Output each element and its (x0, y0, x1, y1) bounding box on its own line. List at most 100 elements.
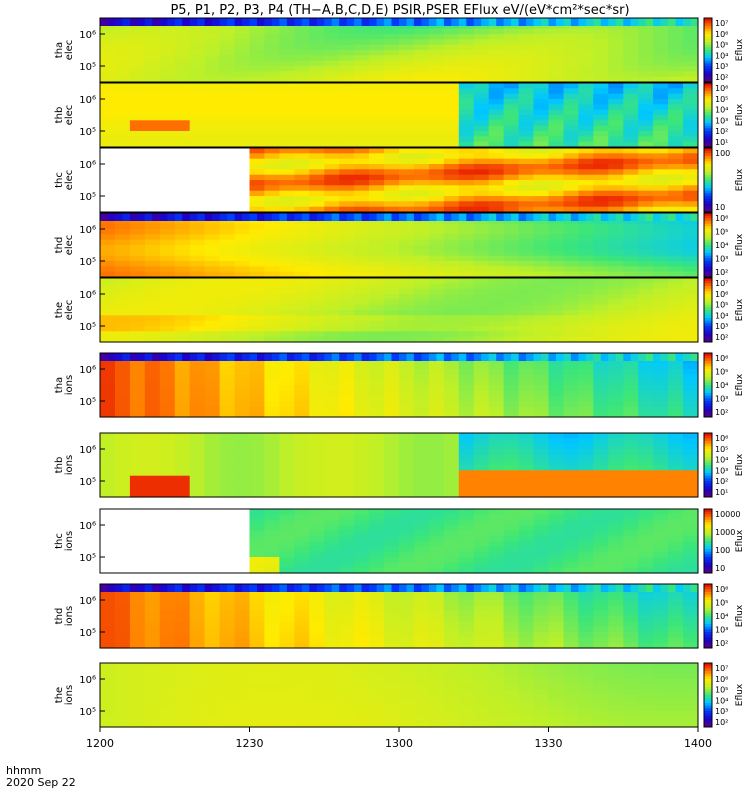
heatmap-cell (204, 278, 221, 284)
heatmap-cell (219, 169, 236, 176)
heatmap-cell (219, 88, 236, 95)
heatmap-cell (144, 310, 161, 316)
heatmap-cell (503, 632, 520, 638)
heatmap-cell (578, 294, 594, 300)
heatmap-cell (189, 486, 206, 493)
heatmap-cell (249, 76, 265, 83)
heatmap-cell (608, 288, 624, 295)
heatmap-cell (413, 201, 430, 208)
heatmap-cell (279, 600, 295, 606)
heatmap-cell (294, 201, 310, 208)
heatmap-cell (189, 239, 206, 246)
heatmap-cell (413, 491, 430, 498)
heatmap-cell (309, 234, 325, 241)
heatmap-cell (413, 589, 430, 596)
heatmap-cell (668, 76, 684, 83)
heatmap-cell (518, 600, 535, 606)
heatmap-cell (100, 390, 116, 397)
heatmap-cell (354, 589, 370, 596)
heatmap-cell (324, 66, 340, 72)
heatmap-cell (189, 475, 206, 482)
heatmap-cell (219, 326, 236, 332)
heatmap-cell (399, 250, 415, 257)
heatmap-cell (354, 454, 370, 461)
heatmap-cell (518, 557, 535, 563)
noise-cell (107, 213, 116, 221)
noise-cell (204, 584, 213, 592)
heatmap-cell (369, 433, 385, 439)
heatmap-cell (174, 331, 191, 338)
heatmap-cell (129, 363, 146, 370)
heatmap-cell (219, 616, 236, 622)
heatmap-cell (159, 115, 176, 121)
heatmap-cell (339, 104, 355, 111)
heatmap-cell (503, 605, 520, 612)
heatmap-cell (294, 491, 310, 498)
colorbar-tick-label: 10⁶ (715, 84, 728, 93)
heatmap-cell (623, 288, 639, 295)
heatmap-cell (159, 626, 176, 633)
heatmap-cell (413, 642, 430, 649)
heatmap-cell (339, 519, 355, 526)
heatmap-cell (623, 99, 639, 105)
heatmap-cell (234, 153, 250, 160)
heatmap-cell (384, 336, 400, 343)
heatmap-cell (428, 546, 445, 553)
panel-frame (99, 277, 699, 343)
heatmap-cell (458, 411, 475, 418)
heatmap-cell (234, 491, 250, 498)
heatmap-cell (428, 481, 445, 487)
heatmap-cell (593, 278, 609, 284)
heatmap-cell (174, 557, 191, 563)
heatmap-cell (129, 481, 146, 487)
heatmap-cell (369, 250, 385, 257)
heatmap-cell (608, 83, 624, 89)
heatmap-cell (593, 551, 609, 558)
heatmap-cell (115, 299, 131, 306)
heatmap-cell (369, 196, 385, 202)
heatmap-cell (324, 491, 340, 498)
noise-cell (369, 213, 378, 221)
heatmap-cell (428, 174, 445, 181)
noise-cell (653, 584, 662, 592)
heatmap-cell (174, 250, 191, 257)
heatmap-cell (593, 358, 609, 365)
heatmap-cell (100, 369, 116, 375)
heatmap-cell (129, 148, 146, 154)
heatmap-cell (443, 605, 460, 612)
heatmap-cell (473, 234, 490, 241)
heatmap-cell (428, 136, 445, 143)
heatmap-cell (518, 433, 535, 439)
heatmap-cell (294, 206, 310, 213)
heatmap-cell (593, 637, 609, 644)
heatmap-cell (264, 326, 280, 332)
heatmap-cell (473, 642, 490, 649)
heatmap-cell (174, 185, 191, 192)
heatmap-cell (608, 481, 624, 487)
heatmap-cell (354, 76, 370, 83)
heatmap-cell (264, 190, 280, 197)
noise-cell (316, 353, 325, 361)
heatmap-cell (563, 50, 579, 56)
heatmap-cell (443, 99, 460, 105)
heatmap-cell (428, 385, 445, 391)
heatmap-cell (593, 245, 609, 251)
heatmap-cell (249, 23, 265, 30)
heatmap-cell (638, 326, 654, 332)
heatmap-cell (129, 320, 146, 327)
heatmap-cell (189, 443, 206, 450)
heatmap-cell (129, 491, 146, 498)
heatmap-cell (100, 395, 116, 402)
heatmap-cell (413, 93, 430, 100)
heatmap-cell (369, 125, 385, 132)
heatmap-cell (294, 637, 310, 644)
heatmap-cell (608, 465, 624, 471)
heatmap-cell (204, 196, 221, 202)
heatmap-cell (159, 406, 176, 413)
heatmap-cell (653, 44, 669, 51)
colorbar-step (704, 382, 712, 386)
heatmap-cell (638, 288, 654, 295)
heatmap-cell (608, 369, 624, 375)
heatmap-cell (279, 99, 295, 105)
